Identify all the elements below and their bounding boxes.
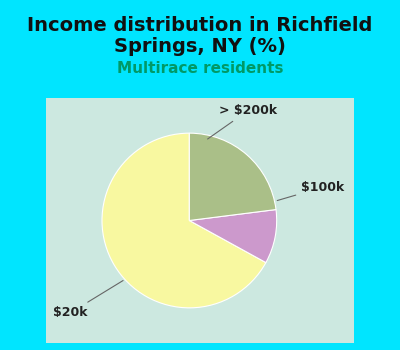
Text: Income distribution in Richfield: Income distribution in Richfield (27, 16, 373, 35)
Text: > $200k: > $200k (208, 104, 277, 139)
FancyBboxPatch shape (46, 98, 354, 343)
Wedge shape (189, 133, 276, 220)
Wedge shape (189, 210, 277, 262)
Wedge shape (102, 133, 266, 308)
Text: Springs, NY (%): Springs, NY (%) (114, 37, 286, 56)
Text: $100k: $100k (277, 181, 344, 201)
Text: $20k: $20k (53, 281, 123, 319)
Text: Multirace residents: Multirace residents (117, 61, 283, 76)
